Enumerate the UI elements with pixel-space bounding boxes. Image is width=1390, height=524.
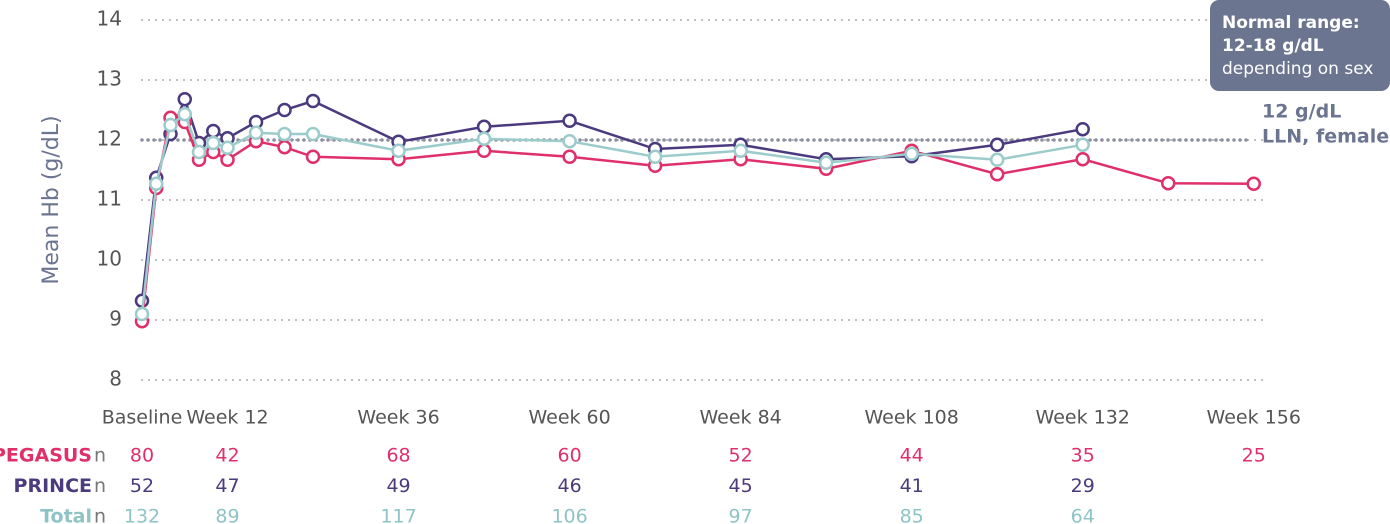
y-axis-title: Mean Hb (g/dL): [39, 115, 64, 284]
data-point: [177, 91, 193, 107]
n-value: 97: [729, 506, 753, 524]
data-point: [476, 131, 492, 147]
n-value: 60: [558, 445, 582, 467]
data-point: [305, 126, 321, 142]
data-point: [149, 176, 164, 192]
n-value: 25: [1242, 445, 1266, 467]
data-point: [1246, 176, 1261, 192]
x-tick-label: Week 156: [1207, 407, 1301, 429]
data-point: [1075, 121, 1090, 137]
annotation-text: 12-18 g/dL: [1222, 36, 1324, 56]
x-tick-label: Week 108: [864, 407, 958, 429]
row-n-label: n: [94, 445, 106, 467]
data-point: [220, 152, 235, 168]
n-value: 47: [215, 475, 239, 497]
data-point: [562, 149, 577, 165]
n-value: 117: [380, 506, 416, 524]
data-point: [562, 113, 577, 129]
y-tick-label: 12: [97, 127, 122, 151]
n-value: 80: [130, 445, 154, 467]
row-n-label: n: [94, 475, 106, 497]
x-tick-label: Week 36: [357, 407, 439, 429]
data-point: [391, 143, 406, 159]
data-point: [305, 93, 321, 109]
data-point: [904, 146, 919, 162]
data-point: [206, 135, 221, 151]
data-point: [1075, 151, 1090, 167]
x-tick-label: Week 84: [699, 407, 781, 429]
data-point: [818, 155, 834, 171]
n-value: 85: [900, 506, 924, 524]
y-tick-label: 9: [109, 307, 122, 331]
n-value: 42: [215, 445, 239, 467]
data-point: [562, 133, 577, 149]
data-point: [989, 166, 1005, 182]
n-value: 44: [900, 445, 924, 467]
data-point: [989, 152, 1005, 168]
data-point: [163, 117, 178, 133]
data-point: [277, 102, 292, 118]
x-tick-label: Week 12: [186, 407, 268, 429]
n-value: 29: [1071, 475, 1095, 497]
data-point: [277, 139, 292, 155]
n-value: 52: [729, 445, 753, 467]
y-tick-label: 10: [97, 247, 122, 271]
n-value: 49: [386, 475, 410, 497]
annotation-text: Normal range:: [1222, 13, 1360, 33]
n-value: 41: [900, 475, 924, 497]
data-point: [989, 137, 1005, 153]
data-point: [134, 306, 150, 322]
data-point: [220, 140, 235, 156]
y-tick-label: 11: [97, 187, 122, 211]
data-point: [1160, 175, 1176, 191]
y-tick-label: 13: [97, 67, 122, 91]
row-n-label: n: [94, 506, 106, 524]
data-point: [191, 144, 207, 160]
n-value: 46: [558, 475, 582, 497]
n-value: 106: [551, 506, 587, 524]
n-value: 89: [215, 506, 239, 524]
n-value: 52: [130, 475, 154, 497]
n-value: 45: [729, 475, 753, 497]
n-value: 64: [1071, 506, 1095, 524]
annotation-text: depending on sex: [1222, 59, 1373, 79]
data-point: [476, 143, 492, 159]
n-value: 35: [1071, 445, 1095, 467]
y-tick-label: 14: [97, 7, 122, 31]
data-point: [206, 123, 221, 139]
data-point: [277, 126, 292, 142]
data-point: [733, 143, 748, 159]
x-tick-label: Baseline: [102, 407, 183, 429]
n-value: 68: [386, 445, 410, 467]
data-point: [1075, 137, 1090, 153]
row-name: PRINCE: [14, 475, 92, 497]
data-point: [248, 125, 264, 141]
y-tick-label: 8: [109, 367, 122, 391]
data-point: [647, 149, 663, 165]
data-point: [177, 106, 193, 122]
data-point: [476, 119, 492, 135]
annotation-box: [1210, 0, 1390, 91]
n-value: 132: [124, 506, 160, 524]
x-tick-label: Week 60: [528, 407, 610, 429]
reference-label: LLN, female: [1262, 126, 1389, 148]
data-point: [305, 149, 321, 165]
row-name: PEGASUS: [0, 445, 92, 467]
reference-label: 12 g/dL: [1262, 101, 1341, 123]
row-name: Total: [40, 506, 92, 524]
x-tick-label: Week 132: [1036, 407, 1130, 429]
